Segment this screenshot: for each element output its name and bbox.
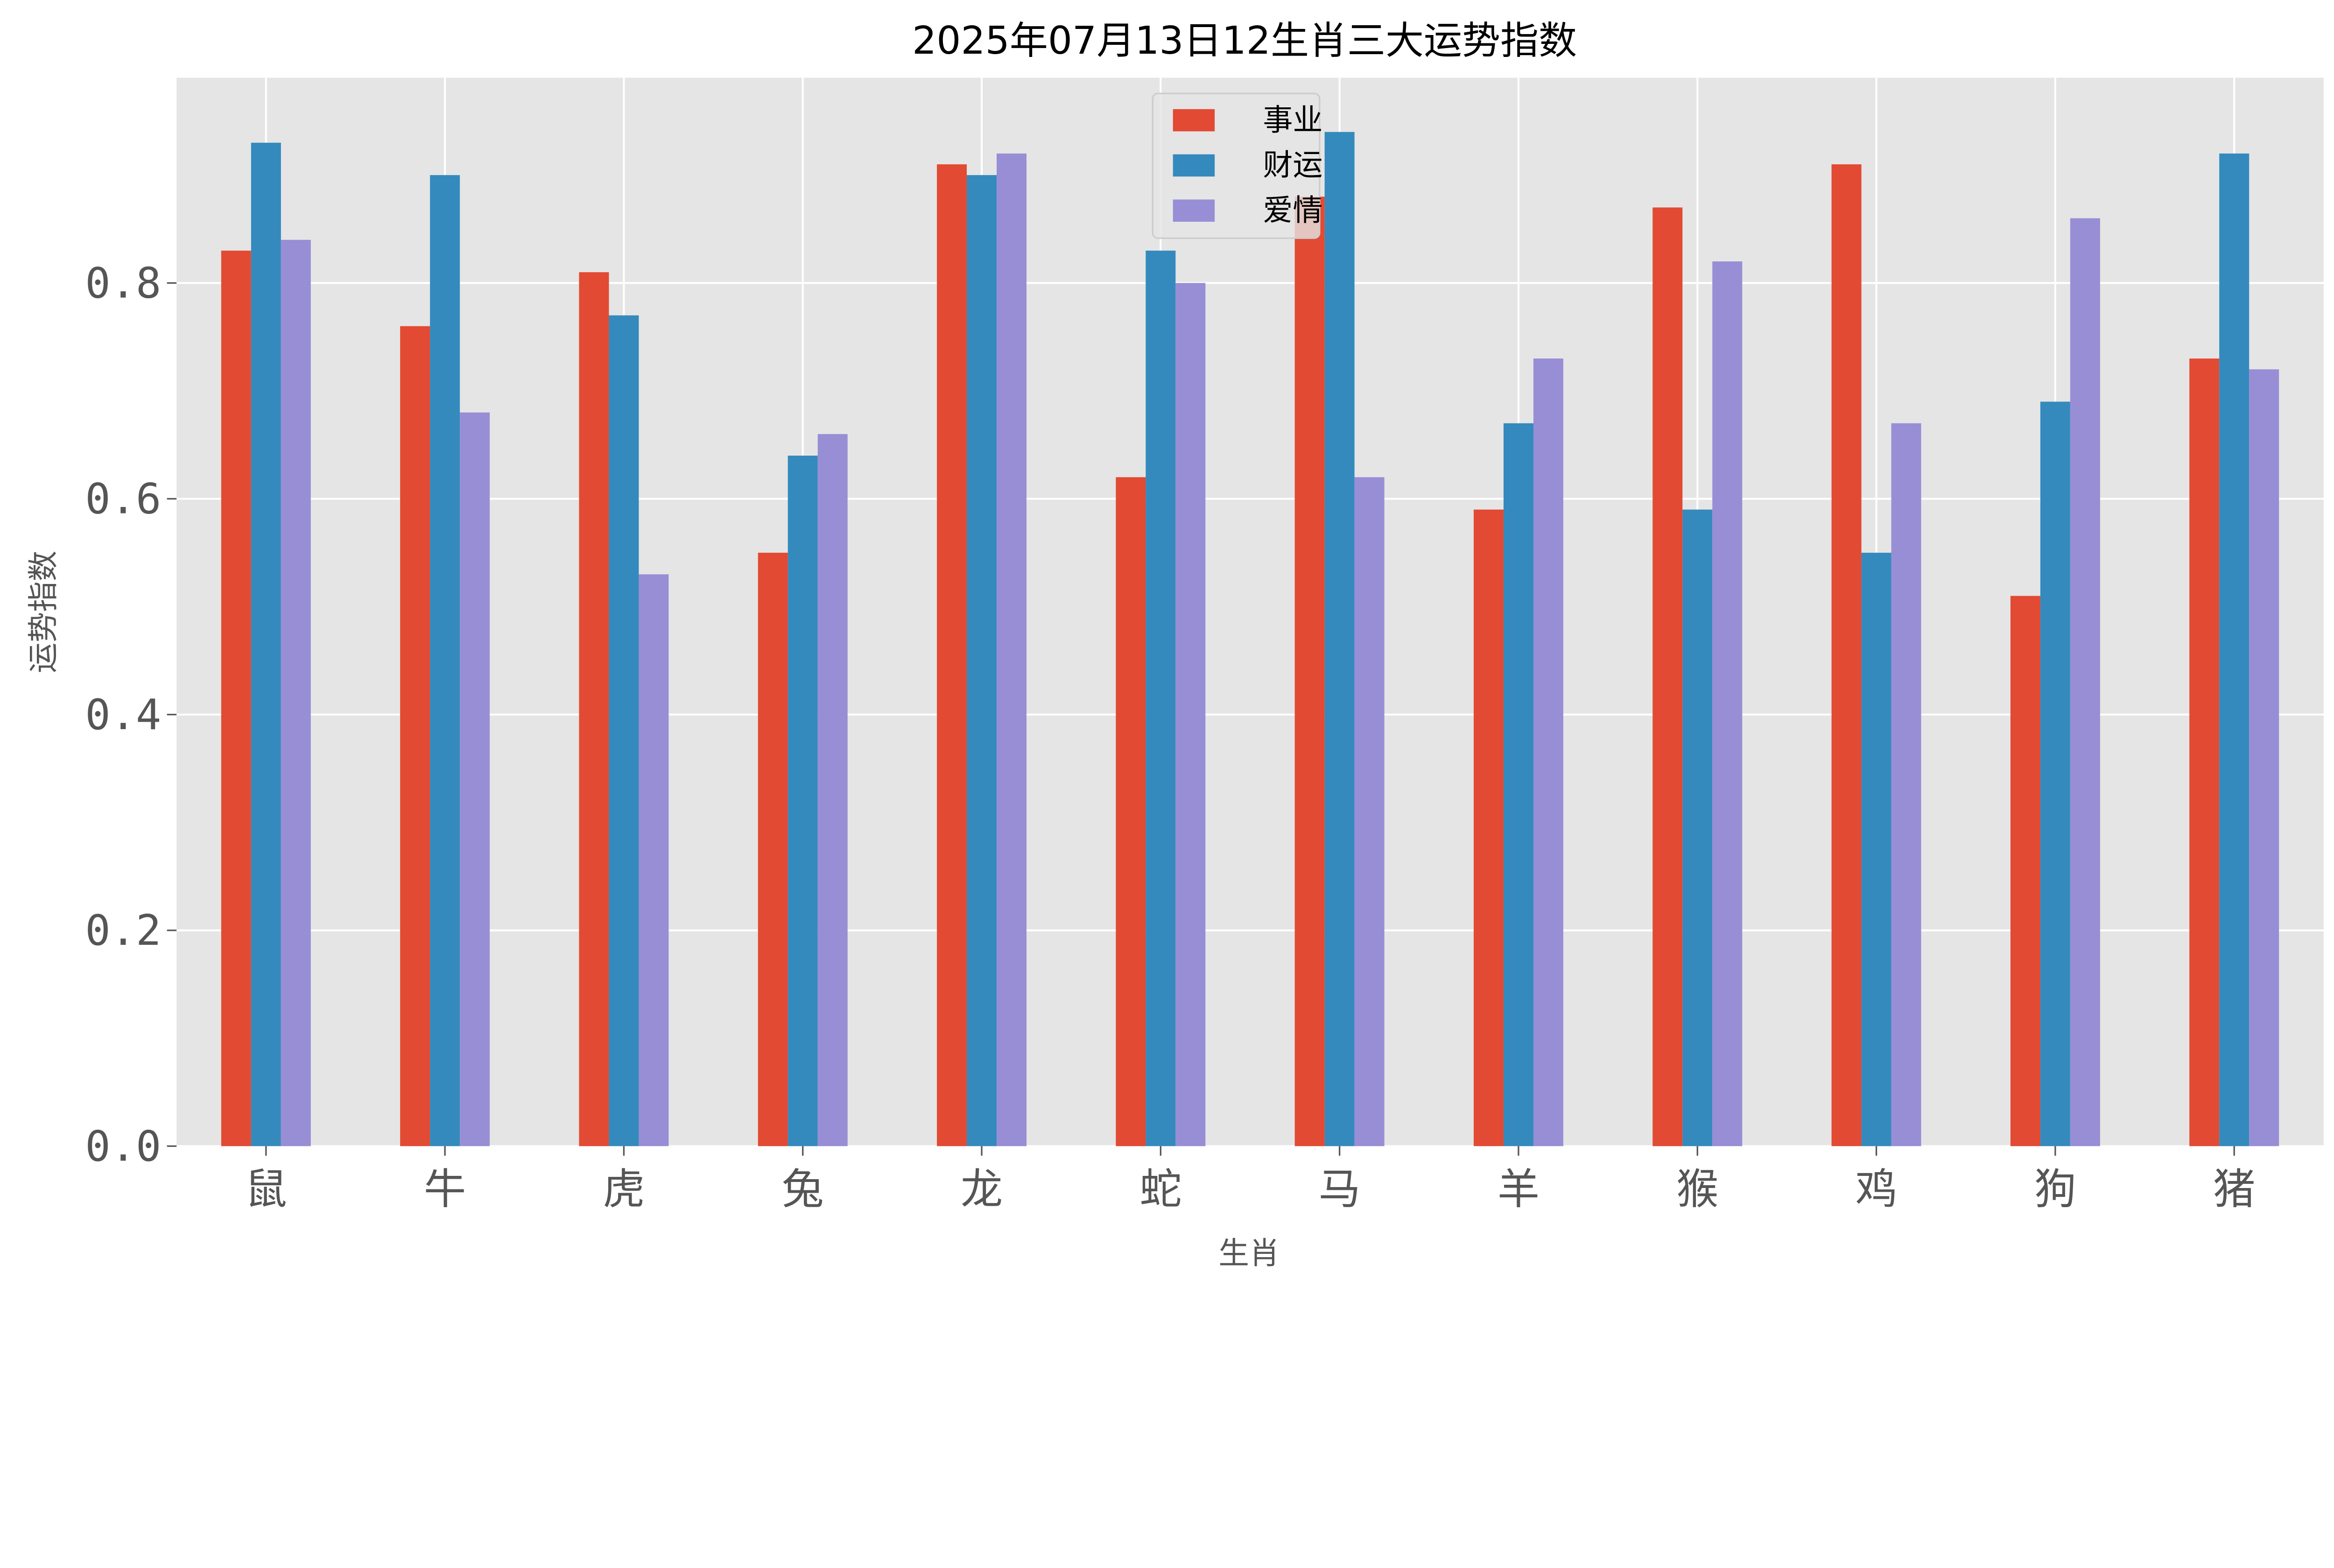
- bar-财运-猴: [1682, 509, 1713, 1146]
- x-tick-label: 虎: [603, 1165, 645, 1214]
- bar-事业-鼠: [221, 250, 251, 1146]
- bar-爱情-虎: [639, 574, 669, 1146]
- bar-财运-鸡: [1861, 553, 1891, 1146]
- bar-事业-羊: [1473, 509, 1504, 1146]
- bar-爱情-马: [1354, 477, 1385, 1146]
- y-axis-label: 运势指数: [26, 551, 61, 673]
- x-tick-label: 狗: [2034, 1165, 2076, 1214]
- x-tick-label: 牛: [424, 1165, 466, 1214]
- legend-label: 事业: [1263, 103, 1322, 138]
- legend-swatch: [1173, 154, 1215, 177]
- bar-爱情-蛇: [1175, 283, 1206, 1146]
- chart-title: 2025年07月13日12生肖三大运势指数: [912, 19, 1577, 63]
- bar-爱情-狗: [2070, 218, 2100, 1146]
- y-axis: 0.0 0.2 0.4 0.6 0.8: [85, 259, 177, 1171]
- bar-爱情-羊: [1533, 359, 1563, 1146]
- bar-爱情-牛: [460, 412, 490, 1146]
- bar-事业-龙: [937, 164, 967, 1146]
- legend-label: 财运: [1263, 148, 1322, 183]
- bar-财运-蛇: [1146, 250, 1176, 1146]
- legend-label: 爱情: [1263, 194, 1322, 228]
- plot-area: [176, 77, 2324, 1146]
- y-tick-label: 0.6: [85, 475, 161, 524]
- bar-财运-羊: [1503, 423, 1533, 1146]
- x-tick-label: 马: [1319, 1165, 1361, 1214]
- bar-爱情-龙: [997, 153, 1027, 1146]
- bar-财运-虎: [609, 315, 639, 1146]
- bar-财运-马: [1324, 132, 1355, 1146]
- bar-财运-龙: [967, 175, 997, 1146]
- bar-事业-兔: [758, 553, 788, 1146]
- bar-爱情-鼠: [281, 239, 311, 1146]
- bar-事业-马: [1294, 197, 1325, 1146]
- bar-爱情-兔: [817, 434, 848, 1146]
- x-tick-label: 鼠: [245, 1165, 287, 1214]
- y-tick-label: 0.0: [85, 1122, 161, 1171]
- bar-财运-猪: [2219, 153, 2250, 1146]
- y-tick-label: 0.2: [85, 906, 161, 955]
- bar-事业-猴: [1652, 207, 1683, 1146]
- x-tick-label: 兔: [782, 1165, 824, 1214]
- x-axis-label: 生肖: [1218, 1236, 1279, 1271]
- bar-爱情-猪: [2249, 369, 2279, 1146]
- bars: [221, 132, 2279, 1146]
- x-tick-label: 猴: [1676, 1165, 1718, 1214]
- bar-事业-虎: [579, 272, 609, 1146]
- bar-chart: 2025年07月13日12生肖三大运势指数 鼠牛虎兔龙蛇马羊猴鸡狗猪 0.00.…: [26, 19, 2324, 1271]
- x-tick-label: 蛇: [1139, 1165, 1181, 1214]
- x-tick-label: 鸡: [1855, 1165, 1897, 1214]
- legend-swatch: [1173, 199, 1215, 222]
- bar-事业-蛇: [1116, 477, 1146, 1146]
- bar-事业-狗: [2010, 596, 2040, 1146]
- bar-事业-猪: [2189, 359, 2220, 1146]
- bar-事业-牛: [400, 326, 430, 1146]
- bar-财运-牛: [430, 175, 460, 1146]
- x-tick-label: 猪: [2213, 1165, 2255, 1214]
- x-tick-label: 羊: [1497, 1165, 1540, 1214]
- y-tick-label: 0.8: [85, 259, 161, 308]
- bar-财运-鼠: [251, 142, 281, 1146]
- bar-财运-狗: [2040, 401, 2070, 1146]
- y-tick-label: 0.4: [85, 690, 161, 739]
- bar-爱情-猴: [1712, 261, 1743, 1146]
- bar-财运-兔: [787, 456, 818, 1146]
- bar-事业-鸡: [1831, 164, 1862, 1146]
- x-axis: 鼠牛虎兔龙蛇马羊猴鸡狗猪: [245, 1146, 2255, 1214]
- x-tick-label: 龙: [961, 1165, 1003, 1214]
- legend-swatch: [1173, 109, 1215, 132]
- bar-爱情-鸡: [1891, 423, 1921, 1146]
